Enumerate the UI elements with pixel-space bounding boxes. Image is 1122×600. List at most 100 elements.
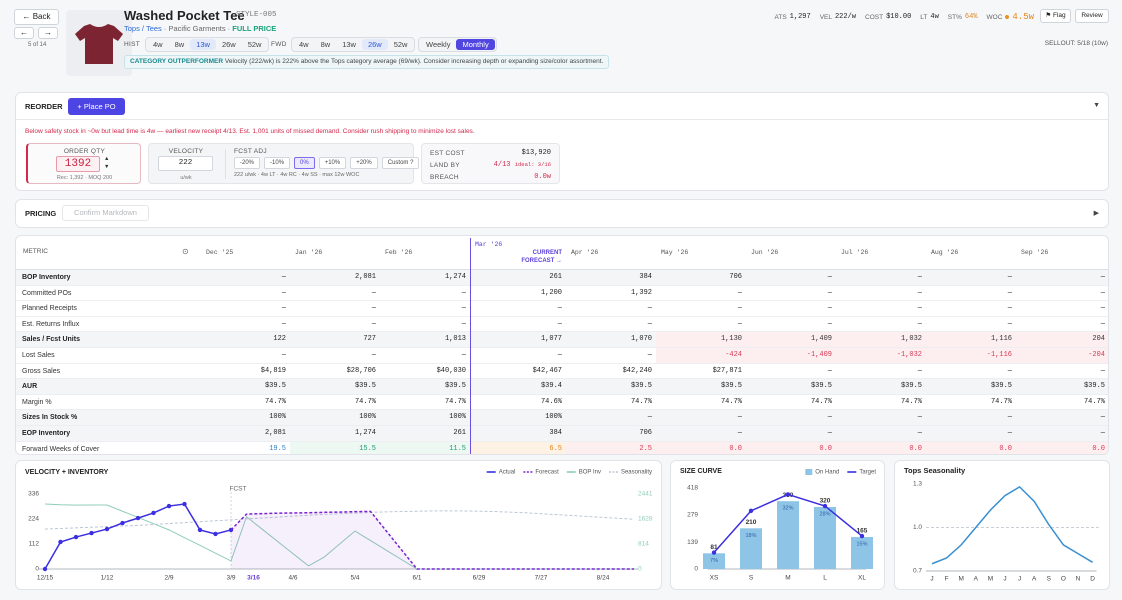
table-cell: — [1007, 429, 1012, 437]
table-cell: $39.5 [990, 382, 1012, 391]
option-button[interactable]: 8w [320, 40, 331, 49]
y-tick-label: 0 [35, 566, 39, 573]
column-header: May '26 [661, 249, 689, 256]
table-cell: — [557, 319, 562, 328]
table-cell: — [647, 351, 652, 359]
table-cell: 100% [449, 413, 466, 422]
bar [814, 506, 836, 569]
prev-button[interactable]: ← [14, 27, 34, 39]
column-header: Jan '26 [295, 249, 323, 256]
table-cell: 0.0 [926, 441, 1016, 454]
flag-button[interactable]: ⚑ Flag [1040, 9, 1071, 23]
table-cell: 0.0 [836, 441, 926, 454]
table-cell: — [917, 319, 922, 328]
legend-label: BOP Inv [579, 470, 601, 476]
option-button[interactable]: 4w [299, 40, 309, 49]
place-po-button[interactable]: + Place PO [68, 98, 125, 115]
series-point [135, 515, 141, 521]
pricing-toggle[interactable]: ▶ [1093, 210, 1099, 217]
option-button[interactable]: 13w [342, 40, 356, 49]
x-tick-label: S [1047, 576, 1052, 583]
fcst-adj-option[interactable]: 0% [294, 157, 315, 169]
table-cell: $40,030 [436, 366, 466, 375]
stat: VEL 222/w [820, 12, 856, 22]
x-tick-label: N [1076, 576, 1081, 583]
stepper-up[interactable]: ▲ [104, 156, 110, 162]
legend-label: Actual [499, 470, 516, 476]
fcst-adj-option[interactable]: Custom ? [381, 157, 420, 169]
x-tick-label: 3/16 [247, 575, 260, 582]
summary-value: $13,920 [522, 149, 551, 157]
series-point [748, 508, 754, 514]
series-point [104, 526, 110, 532]
fcst-adj-option[interactable]: +10% [318, 157, 347, 169]
table-cell: — [1100, 273, 1105, 281]
option-button[interactable]: Weekly [426, 40, 451, 49]
stat: COST $10.00 [865, 12, 911, 22]
stat-value: 4.5w [1012, 12, 1034, 22]
fcst-adj-option[interactable]: +20% [350, 157, 378, 169]
x-tick-label: F [945, 576, 949, 583]
table-row [16, 301, 1108, 317]
velocity-panel: VELOCITY + INVENTORY 0 112 224 336 0 814 1628 24… [15, 460, 662, 590]
metric-icon[interactable]: ⊙ [182, 247, 189, 256]
confirm-markdown-button[interactable]: Confirm Markdown [62, 205, 149, 221]
series-line [931, 485, 1093, 565]
reorder-toggle[interactable]: ▼ [1093, 102, 1100, 109]
next-button[interactable]: → [38, 27, 58, 39]
table-cell: — [557, 304, 562, 313]
stepper-down[interactable]: ▼ [104, 164, 110, 170]
option-button[interactable]: 13w [190, 39, 216, 50]
stat-value: 4w [930, 13, 939, 21]
table-row [16, 426, 1108, 442]
summary-value-text: 0.0w [534, 173, 551, 181]
series-line [44, 503, 232, 570]
option-button[interactable]: 4w [153, 40, 163, 49]
stat-dot [1005, 15, 1010, 19]
table-cell: — [1100, 429, 1105, 437]
table-cell: 0.0 [746, 441, 836, 454]
review-button[interactable]: Review [1075, 9, 1109, 23]
option-button[interactable]: 26w [361, 39, 388, 50]
option-button[interactable]: 52w [393, 40, 408, 49]
divider [16, 119, 1108, 120]
option-button[interactable]: 8w [174, 40, 185, 49]
table-cell: — [827, 319, 832, 328]
product-image [66, 10, 132, 76]
option-button[interactable]: 26w [221, 40, 236, 49]
table-cell: 74.7% [264, 397, 286, 406]
stat-label: VEL [819, 13, 832, 21]
separator [225, 149, 226, 179]
bar [777, 501, 799, 569]
share-label: 7% [710, 558, 718, 564]
option-button[interactable]: Monthly [456, 39, 495, 50]
fcst-adj-label: FCST ADJ [234, 148, 267, 155]
table-row [16, 410, 1108, 426]
velocity-input[interactable]: 222 [158, 156, 213, 171]
stat-value: $10.00 [886, 13, 912, 21]
series-area [231, 511, 634, 569]
pricing-panel: PRICING Confirm Markdown ▶ [15, 199, 1109, 228]
fcst-adj-option[interactable]: -20% [234, 157, 261, 169]
table-cell: 1,274 [354, 429, 376, 437]
velocity-chart: VELOCITY + INVENTORY 0 112 224 336 0 814 1628 24… [25, 469, 653, 582]
series-point [785, 492, 791, 497]
table-cell: — [827, 288, 832, 297]
table-cell: — [917, 429, 922, 437]
table-cell: 19.5 [269, 444, 286, 453]
order-qty-input[interactable]: 1392 [56, 156, 100, 172]
chart-title: SIZE CURVE [680, 468, 722, 475]
y-tick-label: 0 [694, 566, 698, 573]
option-button[interactable]: 52w [247, 40, 262, 49]
table-cell: — [737, 413, 742, 422]
series-point [151, 510, 156, 516]
category[interactable]: Tops / Tees [124, 24, 162, 33]
y2-tick-label: 1628 [638, 516, 653, 523]
x-tick-label: A [1032, 576, 1037, 583]
back-button[interactable]: ← Back [14, 9, 59, 25]
fcst-adj-option[interactable]: -10% [264, 157, 291, 169]
column-header: Mar '26 [475, 241, 503, 248]
x-tick-label: A [974, 576, 979, 583]
row-label: Est. Returns Influx [22, 320, 80, 328]
table-cell: 100% [545, 413, 562, 422]
